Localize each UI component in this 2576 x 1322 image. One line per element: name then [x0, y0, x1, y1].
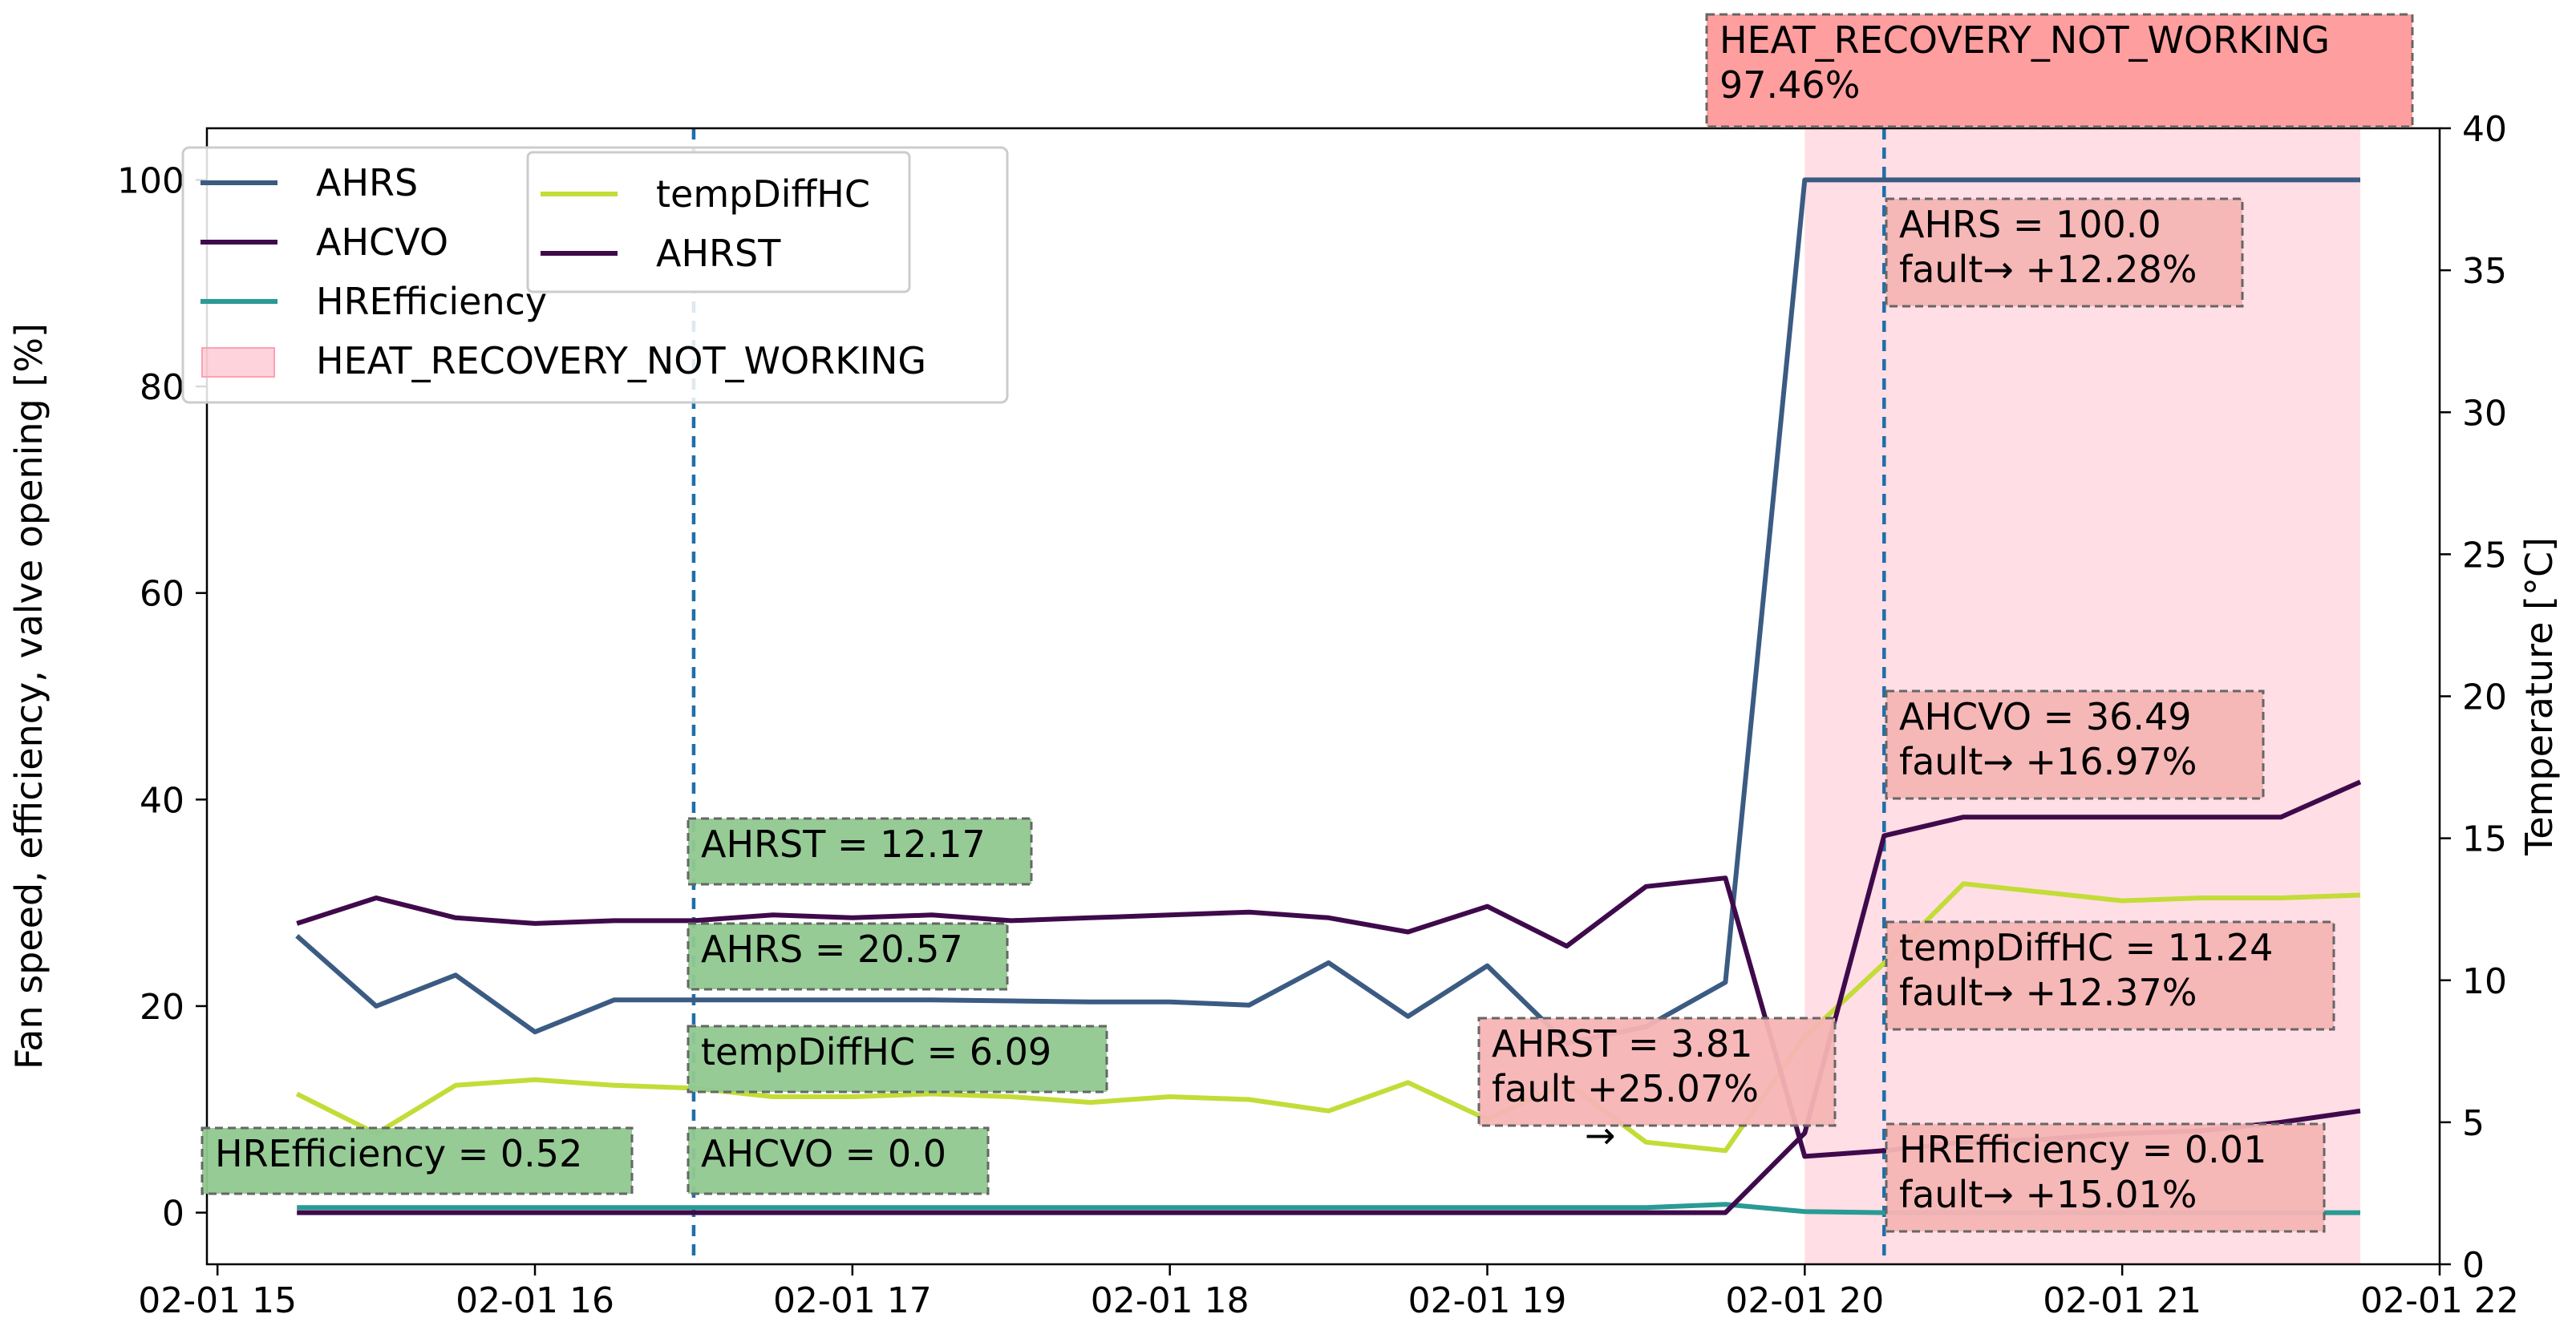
x-tick-label: 02-01 16 [456, 1280, 614, 1321]
series-line-tempdiffhc [295, 881, 2361, 1154]
fault-annotation-3-text: HREfficiency = 0.01 [1899, 1128, 2266, 1171]
normal-annotation-2-box [687, 1025, 1108, 1094]
y-right-tick-label: 20 [2462, 677, 2507, 718]
normal-annotation-4-box [687, 1126, 990, 1195]
x-tick-label: 02-01 19 [1408, 1280, 1567, 1321]
y-right-tick-label: 30 [2462, 393, 2507, 434]
axes: 02-01 15 02-01 16 02-01 17 02-01 18 02-01 19… [7, 109, 2561, 1321]
fault-annotation-0-text: AHRS = 100.0 [1899, 203, 2161, 246]
legend-label: HREfficiency [316, 280, 547, 323]
normal-annotation-1-text: AHRS = 20.57 [701, 928, 963, 971]
y-right-tick-label: 10 [2462, 961, 2507, 1002]
y-right-axis-label: Temperature [°C] [2517, 537, 2561, 856]
fault-header-annotation-text: 97.46% [1719, 63, 1860, 107]
y-right-tick-label: 35 [2462, 251, 2507, 292]
fault-annotation-3-box [1885, 1122, 2326, 1233]
legend-label: AHRST [656, 232, 781, 275]
normal-annotation-0-box [687, 817, 1033, 886]
y-right-tick-label: 25 [2462, 535, 2507, 576]
legend-group: AHRS AHCVO HREfficiency HEAT_RECOVERY_NOT_W… [181, 146, 1009, 404]
legend-label: tempDiffHC [656, 172, 870, 216]
legend-label: AHRS [316, 161, 418, 204]
fault-annotation-1-box [1885, 689, 2265, 800]
x-tick-label: 02-01 21 [2043, 1280, 2201, 1321]
legend-swatch-region [201, 347, 275, 378]
fault-annotation-0-box [1885, 197, 2244, 308]
fault-annotation-4-text: AHRST = 3.81 [1492, 1022, 1753, 1065]
y-left-tick-label: 0 [162, 1194, 184, 1235]
x-tick-label: 02-01 15 [138, 1280, 297, 1321]
stray-arrow-glyph: → [1585, 1114, 1616, 1157]
y-right-tick-label: 0 [2462, 1245, 2485, 1286]
fault-annotation-4-text: fault +25.07% [1492, 1067, 1759, 1110]
x-tick-label: 02-01 18 [1091, 1280, 1250, 1321]
series-line-ahrs [295, 177, 2360, 1046]
normal-annotation-4-text: AHCVO = 0.0 [701, 1132, 946, 1175]
x-tick-label: 02-01 20 [1725, 1280, 1884, 1321]
fault-annotation-2-text: fault→ +12.37% [1899, 971, 2197, 1014]
y-left-tick-label: 40 [140, 780, 184, 821]
normal-annotation-1-box [687, 922, 1009, 991]
fault-annotation-2-text: tempDiffHC = 11.24 [1899, 926, 2273, 969]
normal-annotation-3-text: HREfficiency = 0.52 [215, 1132, 582, 1175]
legend-label: HEAT_RECOVERY_NOT_WORKING [316, 339, 926, 382]
fault-annotation-1-text: fault→ +16.97% [1899, 740, 2197, 783]
fault-annotation-0-text: fault→ +12.28% [1899, 248, 2197, 291]
normal-annotation-2: tempDiffHC = 6.09 [687, 1025, 1108, 1094]
x-tick-label: 02-01 22 [2360, 1280, 2519, 1321]
fault-annotation-3-text: fault→ +15.01% [1899, 1173, 2197, 1216]
y-left-tick-label: 60 [140, 574, 184, 615]
y-left-tick-label: 100 [117, 160, 184, 201]
normal-annotation-1: AHRS = 20.57 [687, 922, 1009, 991]
series-line-ahcvo [297, 779, 2362, 1215]
y-right-tick-label: 15 [2462, 819, 2507, 860]
normal-annotation-0: AHRST = 12.17 [687, 817, 1033, 886]
fault-header-annotation-box [1705, 13, 2414, 128]
fault-annotation-2-box [1885, 920, 2335, 1031]
y-left-tick-label: 80 [140, 367, 184, 408]
legend-box-col2 [526, 151, 911, 293]
fault-annotation-4-box [1477, 1017, 1837, 1127]
y-right-tick-label: 40 [2462, 109, 2507, 150]
x-tick-label: 02-01 17 [773, 1280, 932, 1321]
legend-label: AHCVO [316, 220, 448, 264]
legend: AHRS AHCVO HREfficiency HEAT_RECOVERY_NOT_W… [181, 146, 1009, 404]
normal-annotation-3-box [200, 1126, 634, 1195]
normal-annotation-4: AHCVO = 0.0 [687, 1126, 990, 1195]
y-left-tick-label: 20 [140, 987, 184, 1028]
normal-annotation-2-text: tempDiffHC = 6.09 [701, 1030, 1051, 1073]
normal-annotation-0-text: AHRST = 12.17 [701, 823, 986, 866]
fault-annotation-1-text: AHCVO = 36.49 [1899, 695, 2192, 738]
normal-annotation-3: HREfficiency = 0.52 [200, 1126, 634, 1195]
y-left-axis-label: Fan speed, efficiency, valve opening [%] [7, 323, 51, 1069]
fault-header-annotation-text: HEAT_RECOVERY_NOT_WORKING [1719, 18, 2330, 62]
y-right-tick-label: 5 [2462, 1103, 2485, 1144]
